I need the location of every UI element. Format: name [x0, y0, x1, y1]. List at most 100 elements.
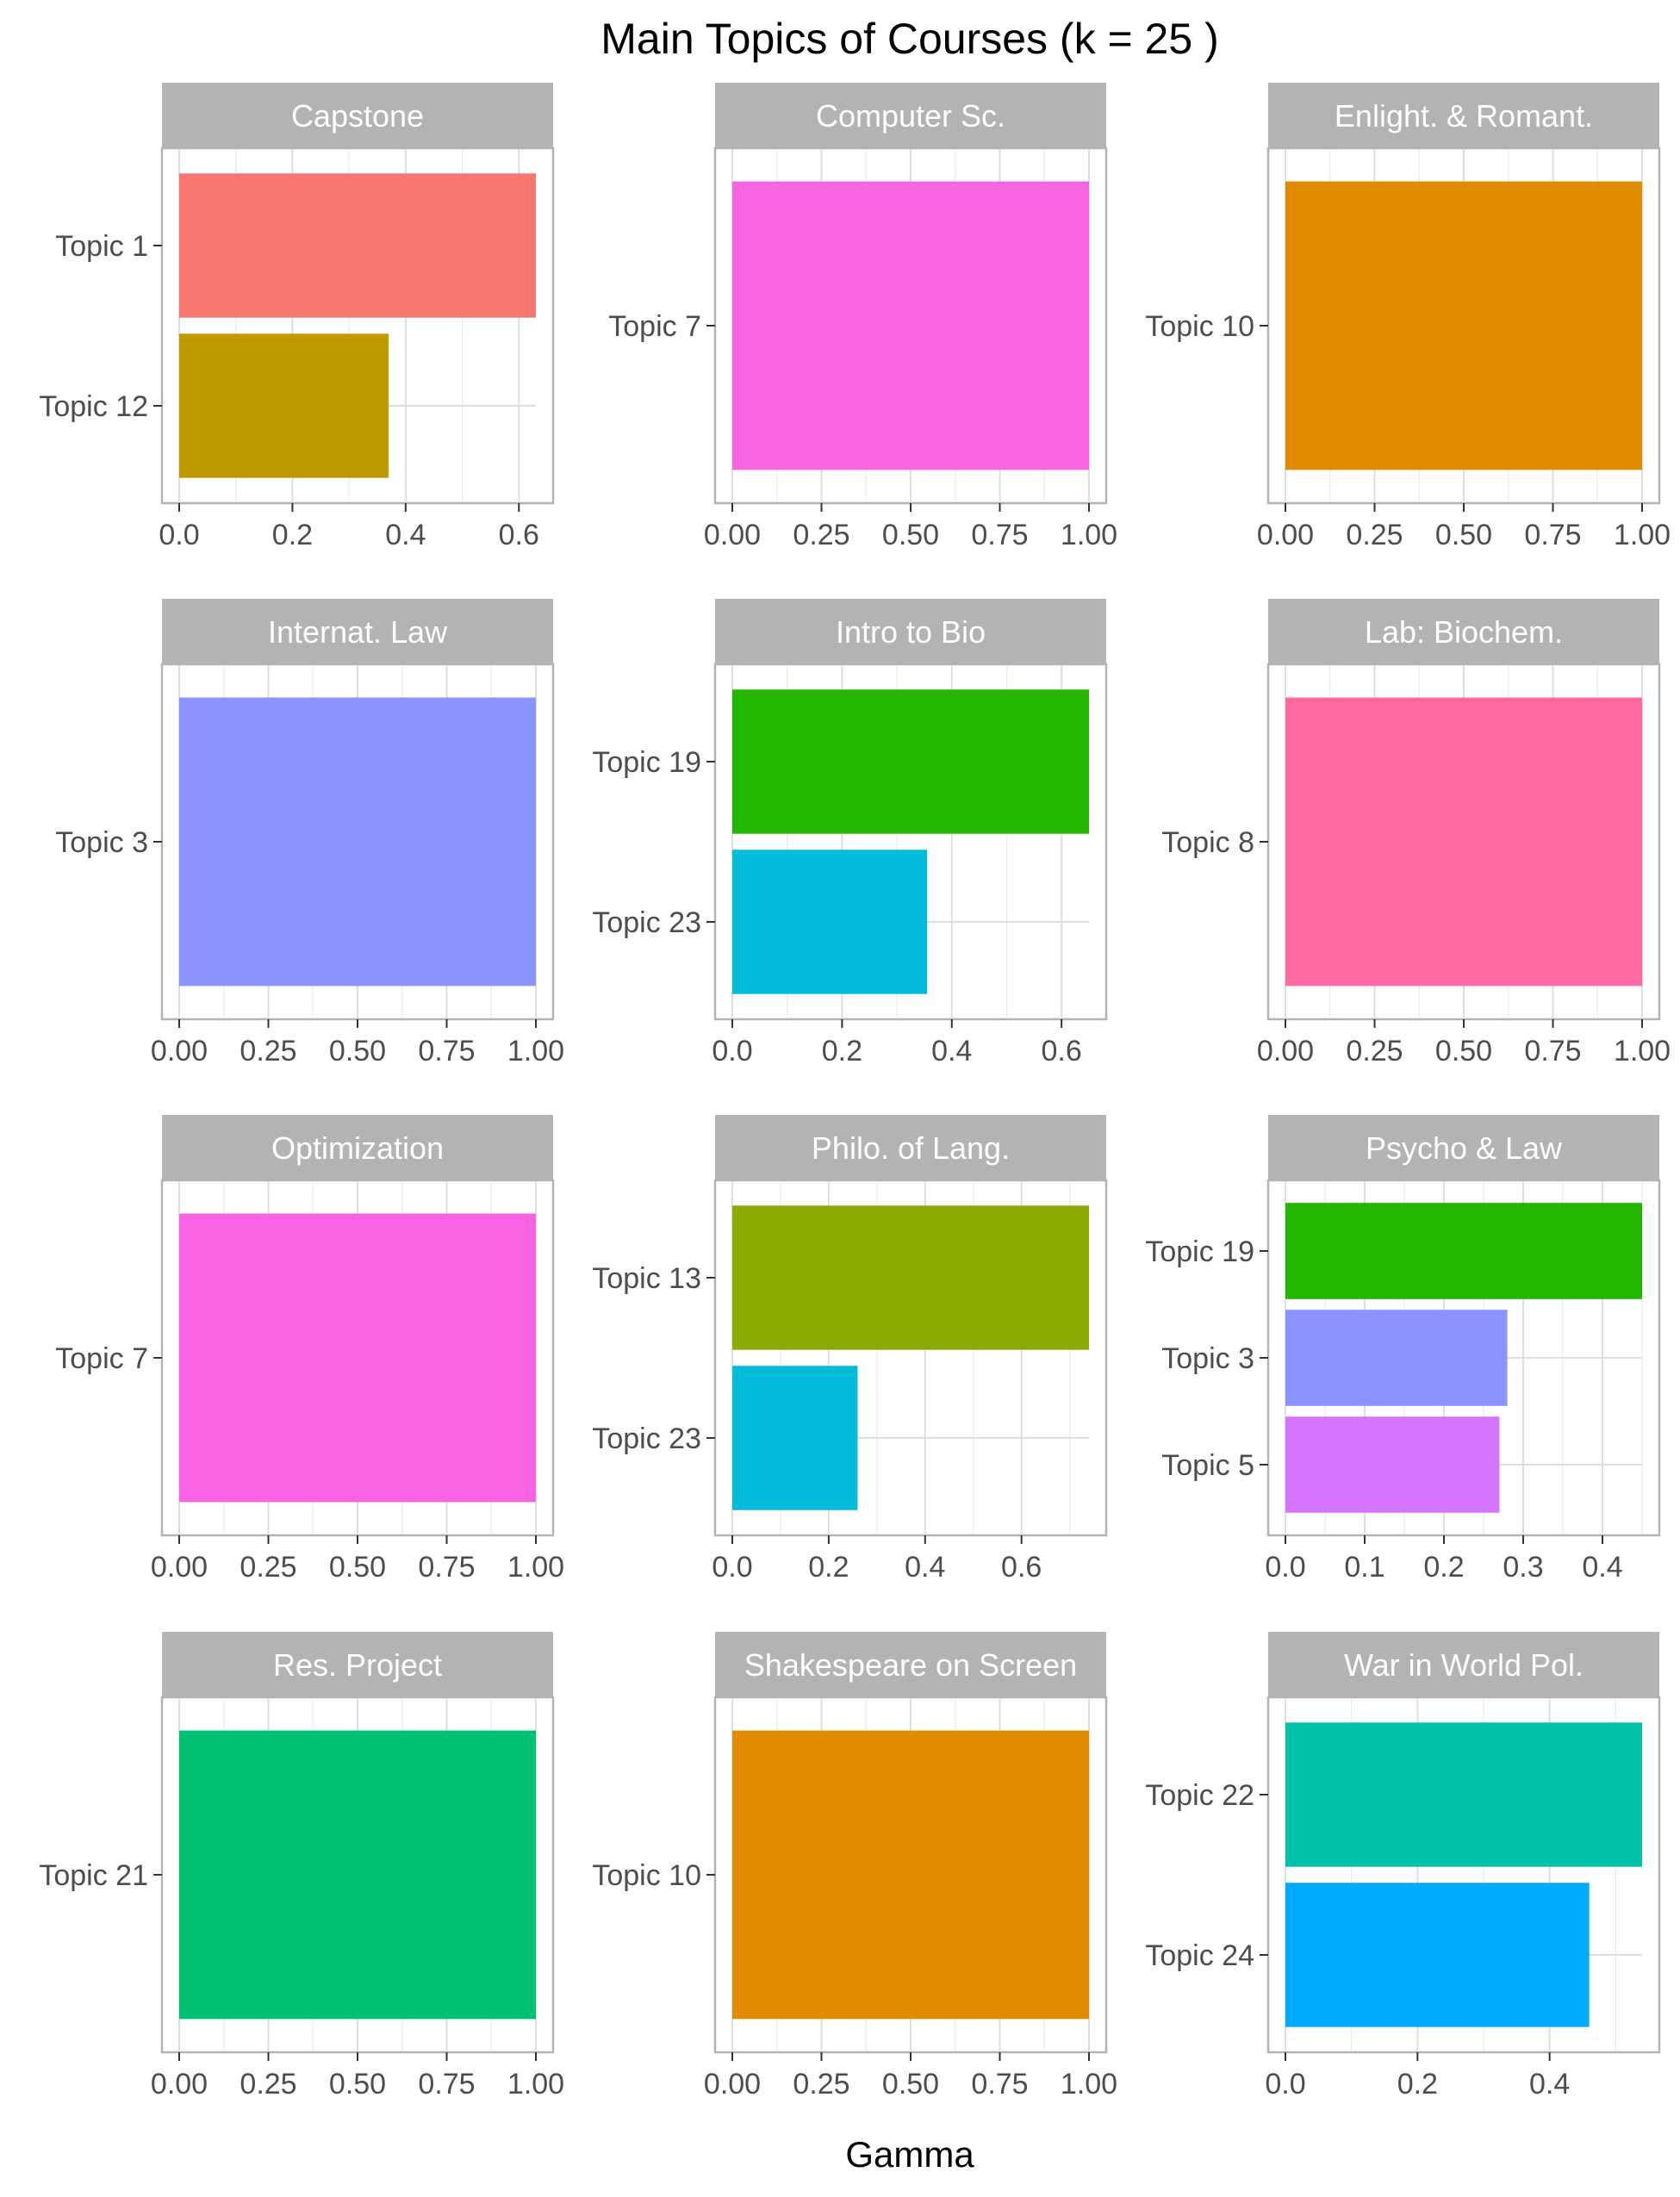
x-tick-label: 0.25	[240, 1035, 296, 1067]
x-tick-label: 0.50	[329, 1551, 386, 1584]
x-tick-label: 0.00	[704, 2068, 761, 2101]
panel-internat-law: Internat. Law Topic 3 0.00 0.25 0.50 0.75 1.00	[55, 599, 564, 1067]
panel-title: Shakespeare on Screen	[744, 1647, 1077, 1683]
x-tick-label: 0.0	[712, 1035, 752, 1067]
bar-topic-12	[179, 333, 389, 478]
panel-title: Res. Project	[273, 1647, 442, 1683]
x-tick-label: 0.4	[1529, 2068, 1570, 2101]
bar-topic-5	[1285, 1416, 1500, 1513]
panel-title: Capstone	[291, 98, 424, 134]
x-tick-label: 0.4	[1582, 1551, 1622, 1584]
x-tick-label: 0.75	[971, 2068, 1028, 2101]
x-tick-label: 0.6	[499, 519, 539, 551]
x-tick-label: 0.0	[159, 519, 199, 551]
x-tick-label: 0.00	[1257, 1035, 1314, 1067]
bar-topic-24	[1285, 1883, 1590, 2027]
bar-topic-3	[179, 697, 536, 986]
y-tick-label: Topic 19	[592, 746, 701, 779]
x-tick-label: 0.00	[1257, 519, 1314, 551]
y-tick-label: Topic 22	[1145, 1779, 1254, 1812]
x-tick-label: 0.50	[329, 2068, 386, 2101]
x-tick-label: 0.00	[151, 2068, 208, 2101]
y-tick-label: Topic 23	[592, 1422, 701, 1455]
y-tick-label: Topic 7	[55, 1342, 148, 1375]
x-tick-label: 0.50	[1435, 519, 1492, 551]
x-tick-label: 0.50	[882, 519, 939, 551]
x-tick-label: 1.00	[1614, 519, 1671, 551]
panel-title: Lab: Biochem.	[1365, 614, 1563, 650]
panel-res-project: Res. Project Topic 21 0.00 0.25 0.50 0.75 1.00	[39, 1632, 564, 2101]
x-tick-label: 0.1	[1344, 1551, 1384, 1584]
bar-topic-7	[732, 181, 1089, 470]
panel-strip	[1268, 83, 1659, 148]
x-tick-label: 0.4	[385, 519, 426, 551]
x-tick-label: 0.4	[931, 1035, 972, 1067]
x-tick-label: 0.75	[418, 2068, 475, 2101]
x-tick-label: 0.2	[1397, 2068, 1438, 2101]
panel-title: Computer Sc.	[816, 98, 1005, 134]
y-tick-label: Topic 21	[39, 1859, 148, 1892]
bar-topic-13	[732, 1205, 1089, 1350]
panel-intro-to-bio: Intro to Bio Topic 19 Topic 23 0.0 0.2 0.4 0.6	[592, 599, 1108, 1067]
x-tick-label: 0.2	[822, 1035, 862, 1067]
figure-title: Main Topics of Courses (k = 25 )	[600, 15, 1218, 63]
panel-title: Psycho & Law	[1366, 1130, 1563, 1166]
bar-topic-21	[179, 1730, 536, 2020]
x-tick-label: 0.0	[712, 1551, 752, 1584]
x-tick-label: 0.50	[882, 2068, 939, 2101]
x-tick-label: 0.25	[240, 2068, 296, 2101]
panel-strip	[715, 1115, 1106, 1180]
bar-topic-10	[732, 1730, 1089, 2020]
x-tick-label: 0.25	[793, 2068, 849, 2101]
x-tick-label: 1.00	[1061, 2068, 1117, 2101]
x-tick-label: 0.00	[151, 1035, 208, 1067]
x-tick-label: 1.00	[507, 1035, 564, 1067]
x-axis-label: Gamma	[845, 2134, 974, 2175]
panel-strip	[1268, 1632, 1659, 1697]
panel-strip	[162, 1632, 553, 1697]
x-tick-label: 1.00	[1061, 519, 1117, 551]
panel-strip	[1268, 599, 1659, 664]
x-tick-label: 0.2	[1423, 1551, 1464, 1584]
x-tick-label: 0.0	[1265, 2068, 1305, 2101]
y-tick-label: Topic 10	[1145, 310, 1254, 343]
panel-title: Enlight. & Romant.	[1335, 98, 1593, 134]
y-tick-label: Topic 7	[608, 310, 701, 343]
panel-strip	[715, 599, 1106, 664]
panel-strip	[715, 83, 1106, 148]
panel-strip	[162, 83, 553, 148]
panel-enlight-romant: Enlight. & Romant. Topic 10 0.00 0.25 0.50 0.…	[1145, 83, 1671, 551]
x-tick-label: 0.25	[1346, 1035, 1403, 1067]
panel-strip	[715, 1632, 1106, 1697]
panel-war-in-world-pol: War in World Pol. Topic 22 Topic 24 0.0 0.2 0…	[1145, 1632, 1661, 2101]
bar-topic-10	[1285, 181, 1642, 470]
bar-topic-19	[1285, 1203, 1642, 1299]
x-tick-label: 0.0	[1265, 1551, 1305, 1584]
x-tick-label: 0.75	[418, 1035, 475, 1067]
y-tick-label: Topic 8	[1161, 826, 1254, 859]
x-tick-label: 0.6	[1001, 1551, 1042, 1584]
y-tick-label: Topic 24	[1145, 1939, 1254, 1972]
x-tick-label: 0.2	[272, 519, 313, 551]
bar-topic-19	[732, 689, 1089, 834]
x-tick-label: 0.25	[240, 1551, 296, 1584]
panel-strip	[162, 599, 553, 664]
y-tick-label: Topic 13	[592, 1262, 701, 1295]
x-tick-label: 0.2	[808, 1551, 849, 1584]
x-tick-label: 0.00	[151, 1551, 208, 1584]
x-tick-label: 0.3	[1503, 1551, 1543, 1584]
bar-topic-7	[179, 1213, 536, 1503]
bar-topic-8	[1285, 697, 1642, 986]
x-tick-label: 0.75	[418, 1551, 475, 1584]
panel-title: War in World Pol.	[1344, 1647, 1584, 1683]
panel-optimization: Optimization Topic 7 0.00 0.25 0.50 0.75 1.00	[55, 1115, 564, 1584]
x-tick-label: 0.75	[1524, 519, 1581, 551]
panel-computer-sc: Computer Sc. Topic 7 0.00 0.25 0.50 0.75 1.00	[608, 83, 1117, 551]
panel-title: Internat. Law	[268, 614, 448, 650]
y-tick-label: Topic 3	[1161, 1342, 1254, 1375]
panel-philo-of-lang: Philo. of Lang. Topic 13 Topic 23 0.0 0.2 0.4…	[592, 1115, 1108, 1584]
panel-capstone: Capstone Topic 1 Topic 12 0.0 0.2 0.4 0.6	[39, 83, 555, 551]
x-tick-label: 0.25	[793, 519, 849, 551]
bar-topic-23	[732, 850, 928, 994]
